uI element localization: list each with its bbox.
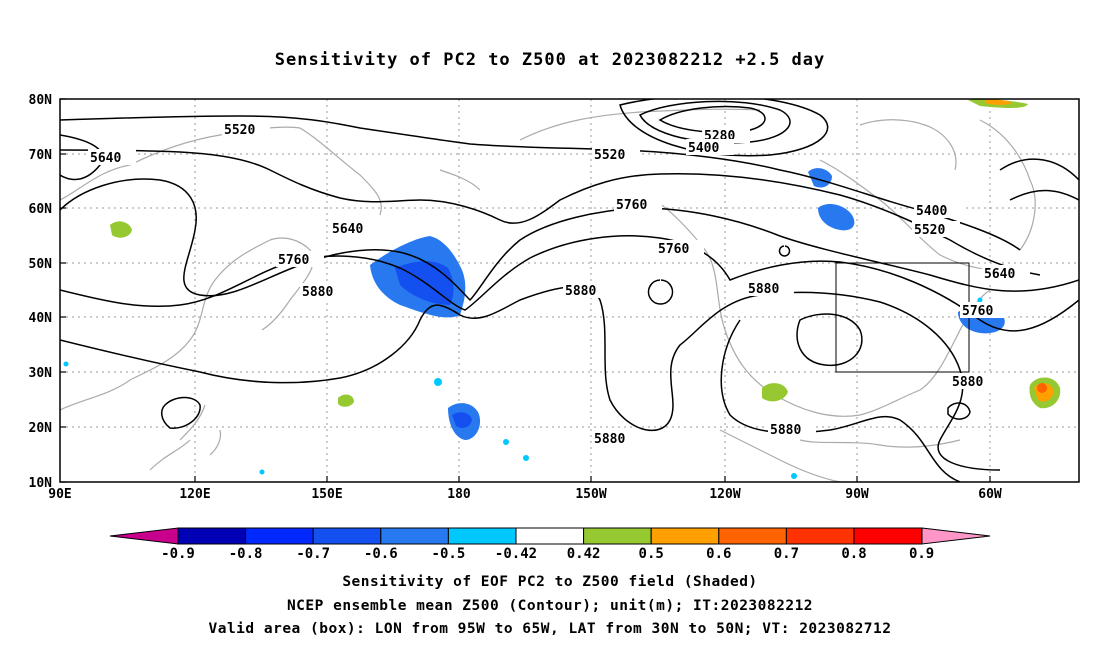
map-frame (59, 98, 1080, 483)
contour-label: 5880 (302, 285, 333, 300)
colorbar-cell (380, 527, 449, 545)
colorbar-label: 0.9 (909, 546, 934, 562)
contour-label: 5400 (916, 204, 947, 219)
lat-label: 60N (29, 202, 53, 217)
colorbar-low-triangle (109, 527, 179, 545)
contour-label: 5880 (770, 423, 801, 438)
gridlines (60, 99, 1079, 482)
contour-label: 5880 (594, 432, 625, 447)
lat-label: 10N (29, 476, 53, 491)
colorbar-cell (583, 527, 652, 545)
lat-label: 20N (29, 421, 53, 436)
longitude-labels: 90E 120E 150E 180 150W 120W 90W 60W (48, 487, 1002, 502)
colorbar-cell (650, 527, 720, 545)
contour-label: 5520 (914, 223, 945, 238)
lon-label: 90W (845, 487, 869, 502)
colorbar-label: -0.5 (432, 546, 466, 562)
lon-label: 60W (978, 487, 1002, 502)
lon-label: 180 (447, 487, 471, 502)
colorbar-label: -0.6 (364, 546, 398, 562)
lat-label: 40N (29, 311, 53, 326)
colorbar-label: -0.8 (229, 546, 263, 562)
lon-label: 150W (575, 487, 606, 502)
contour-label: 5640 (332, 222, 363, 237)
colorbar-cell (718, 527, 787, 545)
contour-label: 5520 (224, 123, 255, 138)
latitude-labels: 80N 70N 60N 50N 40N 30N 20N 10N (29, 93, 53, 491)
colorbar-cell (785, 527, 855, 545)
colorbar-label: 0.8 (841, 546, 866, 562)
lon-label: 120E (179, 487, 210, 502)
contour-label: 5640 (90, 151, 121, 166)
colorbar-label: 0.42 (567, 546, 601, 562)
colorbar-cell (515, 527, 585, 545)
z500-contours (60, 99, 1079, 482)
colorbar-cell (177, 527, 247, 545)
sensitivity-shading (63, 99, 1061, 479)
contour-label: 5880 (565, 284, 596, 299)
lat-label: 80N (29, 93, 53, 108)
coastlines (60, 108, 1036, 482)
colorbar-cell (245, 527, 314, 545)
map-title: Sensitivity of PC2 to Z500 at 2023082212… (274, 50, 826, 70)
colorbar-label: -0.42 (495, 546, 537, 562)
colorbar-cell (447, 527, 517, 545)
colorbar: -0.9 -0.8 -0.7 -0.6 -0.5 -0.42 0.42 0.5 0.6 0.7 0.… (109, 527, 991, 562)
lon-label: 150E (311, 487, 342, 502)
lon-label: 90E (48, 487, 71, 502)
colorbar-cell (853, 527, 923, 545)
colorbar-label: -0.9 (161, 546, 195, 562)
colorbar-label: 0.6 (706, 546, 731, 562)
colorbar-high-triangle (921, 527, 991, 545)
contour-label: 5880 (952, 375, 983, 390)
lat-label: 70N (29, 148, 53, 163)
contour-label: 5880 (748, 282, 779, 297)
contour-label: 5760 (616, 198, 647, 213)
contour-labels: 5520 5640 5760 5880 5280 5400 5520 5640 … (88, 121, 1030, 447)
axis-ticks (60, 98, 991, 483)
caption-line-1: Sensitivity of EOF PC2 to Z500 field (Sh… (342, 574, 758, 590)
colorbar-label: 0.7 (774, 546, 799, 562)
contour-label: 5400 (688, 141, 719, 156)
lon-label: 120W (709, 487, 740, 502)
caption-line-2: NCEP ensemble mean Z500 (Contour); unit(… (286, 598, 814, 614)
contour-label: 5520 (594, 148, 625, 163)
caption-line-3: Valid area (box): LON from 95W to 65W, L… (208, 621, 892, 637)
colorbar-label: 0.5 (639, 546, 664, 562)
lat-label: 50N (29, 257, 53, 272)
contour-label: 5760 (278, 253, 309, 268)
contour-label: 5760 (962, 304, 993, 319)
colorbar-label: -0.7 (296, 546, 330, 562)
colorbar-cell (312, 527, 382, 545)
lat-label: 30N (29, 366, 53, 381)
contour-label: 5760 (658, 242, 689, 257)
contour-label: 5640 (984, 267, 1015, 282)
